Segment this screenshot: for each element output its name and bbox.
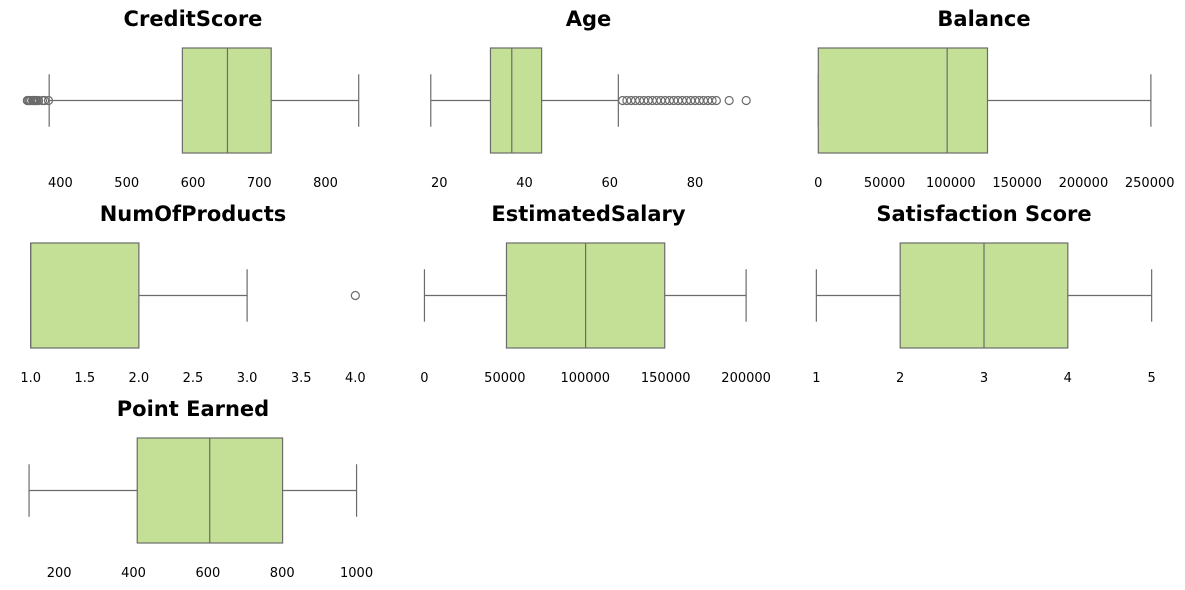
outlier-point	[43, 95, 54, 106]
panel-title: Balance	[937, 7, 1030, 31]
x-tick-label: 1.5	[74, 371, 95, 386]
boxplot-panel: CreditScore 400 500 600 700 800	[22, 7, 360, 191]
x-tick-label: 2.0	[129, 371, 150, 386]
box-iqr	[181, 47, 272, 154]
x-tick-label: 0	[814, 176, 822, 191]
box-iqr	[817, 47, 989, 154]
box-iqr	[30, 242, 140, 349]
panel-title: Age	[566, 7, 612, 31]
x-tick-label: 60	[602, 176, 619, 191]
x-tick-label: 200000	[1059, 176, 1109, 191]
x-tick-label: 40	[516, 176, 533, 191]
outlier-point	[724, 95, 734, 106]
outlier-point	[741, 95, 751, 106]
boxplot-panel: Point Earned 200 400 600 800 1000	[28, 397, 373, 581]
outlier-point	[707, 95, 717, 106]
x-tick-label: 200000	[721, 371, 771, 386]
boxplot-panel: Balance 0 50000 100000 150000 200000 250000	[814, 7, 1174, 191]
x-tick-label: 1000	[340, 566, 373, 581]
x-tick-label: 50000	[864, 176, 905, 191]
boxplot-panel: NumOfProducts 1.0 1.5 2.0 2.5 3.0 3.5 4.0	[20, 202, 365, 386]
x-tick-label: 80	[687, 176, 704, 191]
x-tick-label: 4.0	[345, 371, 366, 386]
boxplot-panel: Age 20 40 60 80	[430, 7, 751, 191]
x-tick-label: 2	[896, 371, 904, 386]
x-tick-label: 5	[1148, 371, 1156, 386]
x-tick-label: 3.0	[237, 371, 258, 386]
x-tick-label: 1.0	[20, 371, 41, 386]
x-tick-label: 600	[195, 566, 220, 581]
x-tick-label: 3.5	[291, 371, 312, 386]
panel-title: Satisfaction Score	[876, 202, 1091, 226]
x-tick-label: 4	[1064, 371, 1072, 386]
x-tick-label: 700	[247, 176, 272, 191]
outlier-point	[711, 95, 721, 106]
boxplot-panel: EstimatedSalary 0 50000 100000 150000 200000	[420, 202, 771, 386]
panel-title: Point Earned	[117, 397, 269, 421]
panel-title: EstimatedSalary	[491, 202, 685, 226]
x-tick-label: 500	[114, 176, 139, 191]
x-tick-label: 0	[420, 371, 428, 386]
x-tick-label: 150000	[641, 371, 691, 386]
outlier-point	[350, 290, 360, 301]
box-iqr	[489, 47, 543, 154]
x-tick-label: 800	[313, 176, 338, 191]
panel-title: NumOfProducts	[100, 202, 287, 226]
x-tick-label: 400	[121, 566, 146, 581]
x-tick-label: 800	[270, 566, 295, 581]
boxplot-panel: Satisfaction Score 1 2 3 4 5	[812, 202, 1156, 386]
outlier-point	[39, 95, 50, 106]
x-tick-label: 100000	[560, 371, 610, 386]
x-tick-label: 250000	[1125, 176, 1175, 191]
x-tick-label: 600	[181, 176, 206, 191]
x-tick-label: 100000	[926, 176, 976, 191]
outlier-point	[33, 95, 44, 106]
x-tick-label: 50000	[484, 371, 525, 386]
x-tick-label: 150000	[992, 176, 1042, 191]
x-tick-label: 2.5	[183, 371, 204, 386]
x-tick-label: 20	[431, 176, 448, 191]
x-tick-label: 1	[812, 371, 820, 386]
panel-title: CreditScore	[124, 7, 263, 31]
x-tick-label: 200	[47, 566, 72, 581]
x-tick-label: 400	[48, 176, 73, 191]
x-tick-label: 3	[980, 371, 988, 386]
